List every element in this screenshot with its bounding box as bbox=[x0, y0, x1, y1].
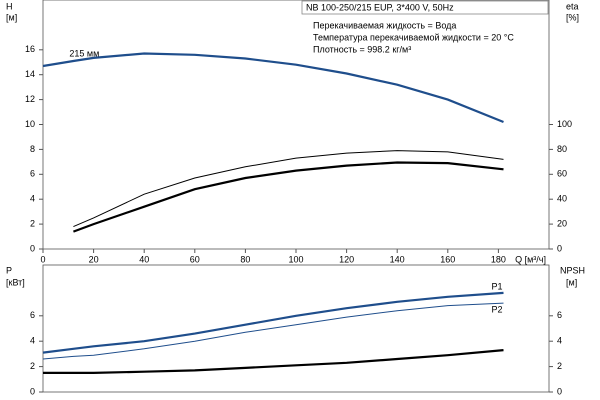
curve-label: 215 мм bbox=[69, 48, 99, 58]
annotation: Перекачиваемая жидкость = Вода bbox=[313, 20, 456, 30]
y2-tick-label: 20 bbox=[557, 218, 567, 228]
y2-axis-label: NPSH bbox=[560, 265, 585, 275]
y-tick-label: 10 bbox=[25, 119, 35, 129]
y2-tick-label: 6 bbox=[557, 310, 562, 320]
y-tick-label: 6 bbox=[30, 169, 35, 179]
y2-tick-label: 60 bbox=[557, 169, 567, 179]
curve bbox=[43, 349, 504, 374]
y2-tick-label: 0 bbox=[557, 243, 562, 253]
y-tick-label: 16 bbox=[25, 44, 35, 54]
x-tick-label: 120 bbox=[339, 254, 354, 264]
y-tick-label: 4 bbox=[30, 336, 35, 346]
curve-label: P1 bbox=[491, 281, 502, 291]
title-box bbox=[301, 0, 549, 15]
curve bbox=[73, 150, 504, 228]
x-tick-label: 80 bbox=[240, 254, 250, 264]
y-axis-label: H bbox=[6, 1, 13, 11]
y2-tick-label: 80 bbox=[557, 144, 567, 154]
curve-label: P2 bbox=[491, 304, 502, 314]
x-tick-label: 180 bbox=[491, 254, 506, 264]
annotation: Температура перекачиваемой жидкости = 20… bbox=[313, 32, 514, 42]
curve bbox=[42, 302, 504, 360]
y2-axis-label: eta bbox=[566, 1, 579, 11]
curve bbox=[42, 291, 504, 354]
y-tick-label: 2 bbox=[30, 218, 35, 228]
y-tick-label: 0 bbox=[30, 386, 35, 396]
y-axis-label: P bbox=[6, 265, 12, 275]
y2-tick-label: 0 bbox=[557, 386, 562, 396]
chart-title: NB 100-250/215 EUP, 3*400 V, 50Hz bbox=[306, 2, 454, 12]
x-tick-label: 100 bbox=[288, 254, 303, 264]
y-tick-label: 4 bbox=[30, 194, 35, 204]
y-axis-unit: [кВт] bbox=[6, 277, 25, 287]
y-tick-label: 6 bbox=[30, 310, 35, 320]
y2-tick-label: 100 bbox=[557, 119, 572, 129]
x-tick-label: 40 bbox=[139, 254, 149, 264]
y2-tick-label: 40 bbox=[557, 194, 567, 204]
curve bbox=[73, 161, 504, 233]
x-tick-label: 160 bbox=[440, 254, 455, 264]
y2-axis-unit: [м] bbox=[566, 277, 577, 287]
y-tick-label: 14 bbox=[25, 69, 35, 79]
plot-frame bbox=[42, 264, 550, 393]
curve bbox=[42, 52, 504, 124]
x-tick-label: 0 bbox=[40, 254, 45, 264]
x-tick-label: 140 bbox=[390, 254, 405, 264]
y2-axis-unit: [%] bbox=[566, 12, 579, 22]
y-tick-label: 0 bbox=[30, 243, 35, 253]
y-tick-label: 2 bbox=[30, 361, 35, 371]
y2-tick-label: 4 bbox=[557, 336, 562, 346]
annotation: Плотность = 998.2 кг/м³ bbox=[313, 44, 411, 54]
y-tick-label: 12 bbox=[25, 94, 35, 104]
y2-tick-label: 2 bbox=[557, 361, 562, 371]
x-axis-label: Q [м³/ч] bbox=[515, 254, 546, 264]
x-tick-label: 60 bbox=[190, 254, 200, 264]
y-axis-unit: [м] bbox=[6, 12, 17, 22]
y-tick-label: 8 bbox=[30, 144, 35, 154]
x-tick-label: 20 bbox=[89, 254, 99, 264]
